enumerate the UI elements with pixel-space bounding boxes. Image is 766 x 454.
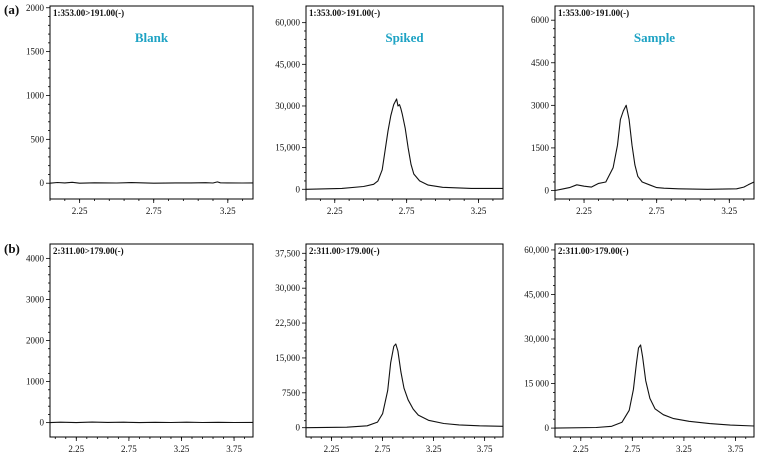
y-tick-label: 30,000 bbox=[275, 283, 300, 293]
y-tick-label: 60,000 bbox=[275, 18, 300, 28]
y-tick-label: 0 bbox=[545, 423, 550, 433]
x-tick-label: 2.25 bbox=[72, 206, 88, 216]
row-label-b: (b) bbox=[4, 241, 20, 256]
plot-frame bbox=[305, 5, 504, 200]
y-tick-label: 30,000 bbox=[275, 101, 300, 111]
y-tick-label: 2000 bbox=[26, 3, 45, 13]
y-tick-label: 1500 bbox=[531, 143, 550, 153]
x-tick-label: 2.75 bbox=[624, 444, 640, 454]
chart-panels: 0 500 1000 1500 2000 2.25 2.75 3.25 1:353.00>191… bbox=[26, 3, 755, 454]
chromatogram-trace bbox=[305, 98, 503, 190]
x-tick-label: 2.25 bbox=[324, 444, 340, 454]
y-tick-label: 7500 bbox=[282, 388, 301, 398]
x-tick-label: 2.75 bbox=[375, 444, 391, 454]
y-tick-label: 1500 bbox=[26, 47, 45, 57]
row-label-a: (a) bbox=[4, 2, 19, 17]
y-tick-label: 60,000 bbox=[524, 245, 549, 255]
panel-title: Blank bbox=[135, 30, 169, 45]
chart-panel-2: 0 15,000 30,000 45,000 60,000 2.25 2.75 3.25 1:3… bbox=[275, 5, 504, 216]
y-tick-label: 3000 bbox=[531, 100, 550, 110]
y-tick-label: 45,000 bbox=[275, 59, 300, 69]
x-tick-label: 3.25 bbox=[174, 444, 190, 454]
plot-frame bbox=[554, 243, 755, 438]
panel-title: Spiked bbox=[385, 30, 424, 45]
y-tick-label: 4000 bbox=[26, 253, 45, 263]
channel-label: 2:311.00>179.00(-) bbox=[53, 246, 124, 256]
y-tick-label: 2000 bbox=[26, 336, 45, 346]
y-tick-label: 1000 bbox=[26, 90, 45, 100]
channel-label: 1:353.00>191.00(-) bbox=[558, 8, 629, 18]
panel-title: Sample bbox=[634, 30, 675, 45]
x-tick-label: 2.25 bbox=[327, 206, 343, 216]
chart-panel-6: 0 15 000 30,000 45,000 60,000 2.25 2.75 3.25 3.7… bbox=[524, 243, 755, 454]
x-tick-label: 2.75 bbox=[121, 444, 137, 454]
y-tick-label: 0 bbox=[296, 184, 301, 194]
x-tick-label: 2.25 bbox=[573, 444, 589, 454]
y-tick-label: 0 bbox=[545, 185, 550, 195]
x-tick-label: 3.25 bbox=[426, 444, 442, 454]
chart-panel-5: 0 7500 15,000 22,500 30,000 37,500 2.25 2.75 3.2… bbox=[275, 243, 504, 454]
plot-frame bbox=[554, 5, 755, 200]
x-tick-label: 3.25 bbox=[471, 206, 487, 216]
x-tick-label: 3.75 bbox=[728, 444, 744, 454]
y-tick-label: 30,000 bbox=[524, 334, 549, 344]
plot-frame bbox=[49, 243, 254, 438]
y-tick-label: 3000 bbox=[26, 294, 45, 304]
chart-panel-4: 0 1000 2000 3000 4000 2.25 2.75 3.25 3.75 2:311.0… bbox=[26, 243, 254, 454]
chromatogram-trace bbox=[554, 344, 755, 429]
channel-label: 2:311.00>179.00(-) bbox=[558, 246, 629, 256]
channel-label: 1:353.00>191.00(-) bbox=[309, 8, 380, 18]
y-tick-label: 15,000 bbox=[275, 353, 300, 363]
chromatogram-trace bbox=[49, 421, 254, 424]
y-tick-label: 15 000 bbox=[524, 379, 549, 389]
x-tick-label: 2.25 bbox=[576, 206, 592, 216]
y-tick-label: 15,000 bbox=[275, 143, 300, 153]
x-tick-label: 3.25 bbox=[676, 444, 692, 454]
channel-label: 2:311.00>179.00(-) bbox=[309, 246, 380, 256]
x-tick-label: 2.75 bbox=[399, 206, 415, 216]
x-tick-label: 3.75 bbox=[226, 444, 242, 454]
y-tick-label: 500 bbox=[31, 134, 45, 144]
y-tick-label: 6000 bbox=[531, 15, 550, 25]
x-tick-label: 2.25 bbox=[68, 444, 84, 454]
y-tick-label: 4500 bbox=[531, 58, 550, 68]
y-tick-label: 45,000 bbox=[524, 289, 549, 299]
x-tick-label: 3.25 bbox=[721, 206, 737, 216]
x-tick-label: 3.75 bbox=[477, 444, 493, 454]
chromatogram-trace bbox=[305, 343, 504, 429]
y-tick-label: 0 bbox=[40, 178, 45, 188]
chromatogram-trace bbox=[554, 104, 755, 192]
y-tick-label: 0 bbox=[40, 418, 45, 428]
plot-frame bbox=[305, 243, 504, 438]
y-tick-label: 0 bbox=[296, 423, 301, 433]
y-tick-label: 22,500 bbox=[275, 318, 300, 328]
x-tick-label: 2.75 bbox=[649, 206, 665, 216]
x-tick-label: 2.75 bbox=[146, 206, 162, 216]
chart-panel-3: 0 1500 3000 4500 6000 2.25 2.75 3.25 1:353.00>19… bbox=[531, 5, 755, 216]
channel-label: 1:353.00>191.00(-) bbox=[53, 8, 124, 18]
chromatogram-trace bbox=[49, 181, 254, 184]
chart-panel-1: 0 500 1000 1500 2000 2.25 2.75 3.25 1:353.00>191… bbox=[26, 3, 254, 216]
y-tick-label: 37,500 bbox=[275, 248, 300, 258]
y-tick-label: 1000 bbox=[26, 377, 45, 387]
plot-frame bbox=[49, 5, 254, 200]
x-tick-label: 3.25 bbox=[220, 206, 236, 216]
